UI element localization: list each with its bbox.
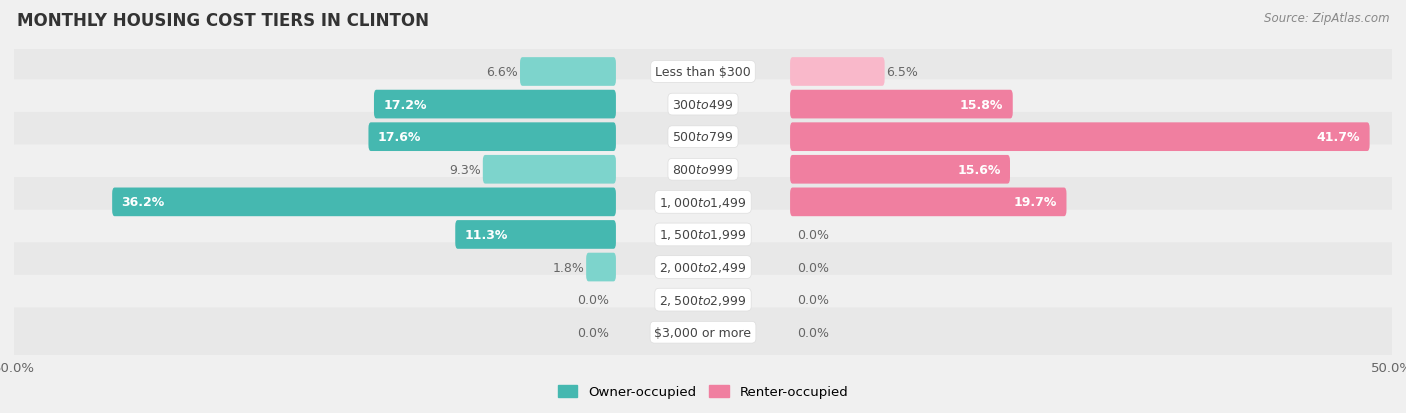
Text: $2,000 to $2,499: $2,000 to $2,499 [659, 261, 747, 274]
FancyBboxPatch shape [456, 221, 616, 249]
Text: $300 to $499: $300 to $499 [672, 98, 734, 112]
Text: 17.2%: 17.2% [384, 98, 427, 112]
Text: $1,000 to $1,499: $1,000 to $1,499 [659, 195, 747, 209]
Text: 6.5%: 6.5% [886, 66, 918, 79]
Text: 19.7%: 19.7% [1014, 196, 1057, 209]
Text: 0.0%: 0.0% [797, 326, 828, 339]
Text: $500 to $799: $500 to $799 [672, 131, 734, 144]
Text: 9.3%: 9.3% [450, 164, 481, 176]
Text: 11.3%: 11.3% [464, 228, 508, 241]
Text: $2,500 to $2,999: $2,500 to $2,999 [659, 293, 747, 307]
Text: 1.8%: 1.8% [553, 261, 585, 274]
Text: Source: ZipAtlas.com: Source: ZipAtlas.com [1264, 12, 1389, 25]
Legend: Owner-occupied, Renter-occupied: Owner-occupied, Renter-occupied [553, 380, 853, 404]
FancyBboxPatch shape [790, 123, 1369, 152]
Text: Less than $300: Less than $300 [655, 66, 751, 79]
FancyBboxPatch shape [10, 145, 1396, 195]
Text: 15.6%: 15.6% [957, 164, 1001, 176]
FancyBboxPatch shape [10, 113, 1396, 162]
Text: $1,500 to $1,999: $1,500 to $1,999 [659, 228, 747, 242]
Text: 0.0%: 0.0% [578, 293, 609, 306]
FancyBboxPatch shape [10, 178, 1396, 227]
FancyBboxPatch shape [112, 188, 616, 217]
FancyBboxPatch shape [586, 253, 616, 282]
Text: 36.2%: 36.2% [121, 196, 165, 209]
FancyBboxPatch shape [10, 243, 1396, 292]
Text: $800 to $999: $800 to $999 [672, 164, 734, 176]
FancyBboxPatch shape [10, 80, 1396, 130]
Text: 15.8%: 15.8% [960, 98, 1004, 112]
FancyBboxPatch shape [10, 308, 1396, 357]
FancyBboxPatch shape [374, 90, 616, 119]
FancyBboxPatch shape [790, 90, 1012, 119]
FancyBboxPatch shape [520, 58, 616, 87]
Text: 0.0%: 0.0% [578, 326, 609, 339]
FancyBboxPatch shape [10, 47, 1396, 97]
FancyBboxPatch shape [368, 123, 616, 152]
FancyBboxPatch shape [790, 188, 1067, 217]
Text: 0.0%: 0.0% [797, 261, 828, 274]
Text: 6.6%: 6.6% [486, 66, 519, 79]
Text: 0.0%: 0.0% [797, 293, 828, 306]
FancyBboxPatch shape [10, 275, 1396, 325]
Text: $3,000 or more: $3,000 or more [655, 326, 751, 339]
Text: 41.7%: 41.7% [1317, 131, 1360, 144]
Text: 17.6%: 17.6% [378, 131, 422, 144]
FancyBboxPatch shape [10, 210, 1396, 260]
Text: 0.0%: 0.0% [797, 228, 828, 241]
FancyBboxPatch shape [790, 58, 884, 87]
FancyBboxPatch shape [790, 156, 1010, 184]
FancyBboxPatch shape [482, 156, 616, 184]
Text: MONTHLY HOUSING COST TIERS IN CLINTON: MONTHLY HOUSING COST TIERS IN CLINTON [17, 12, 429, 30]
